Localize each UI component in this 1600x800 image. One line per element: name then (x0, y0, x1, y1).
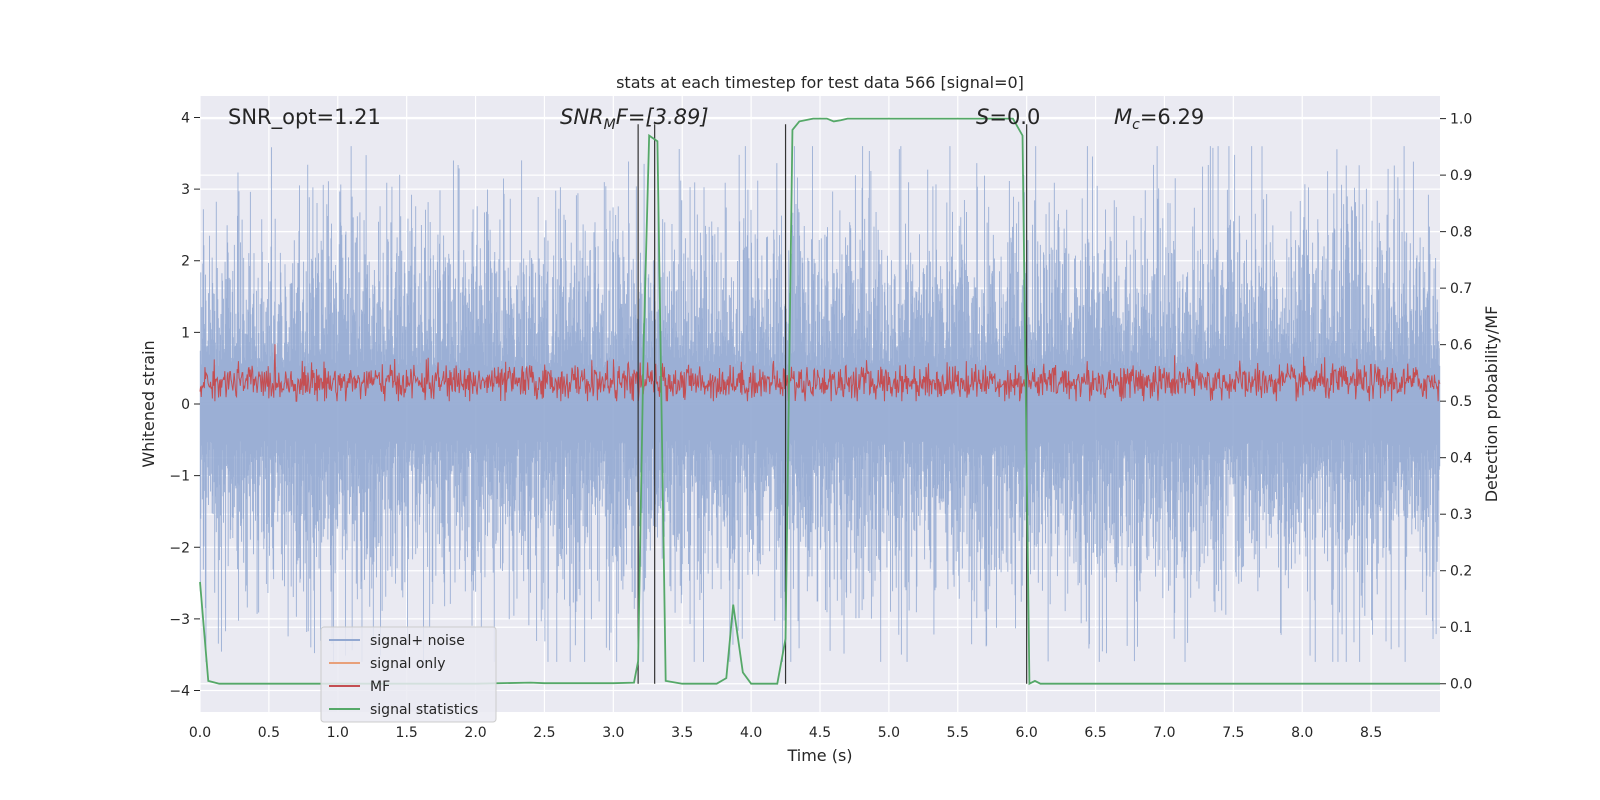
y-axis-label-left: Whitened strain (139, 340, 158, 467)
y-axis-label-right: Detection probability/MF (1482, 306, 1501, 503)
mf-line (199, 344, 1441, 402)
annotation-s: S=0.0 (976, 105, 1040, 129)
x-tick-label: 2.5 (533, 725, 555, 741)
annotation-s-rest: =0.0 (989, 105, 1040, 129)
y-tick-label-left: −2 (169, 540, 190, 556)
legend-box (320, 626, 497, 723)
x-tick-label: 6.0 (1016, 725, 1038, 741)
signal-statistics-line (199, 117, 1440, 686)
annotation-snr-mf-sub: M (604, 117, 616, 133)
annotation-mc-main: M (1114, 105, 1132, 129)
x-tick-label: 1.0 (327, 725, 349, 741)
x-tick-label: 8.5 (1360, 725, 1382, 741)
x-tick-label: 3.0 (602, 725, 624, 741)
x-tick-label: 5.5 (947, 725, 969, 741)
y-tick-label-right: 0.8 (1450, 225, 1472, 241)
x-tick-label: 4.0 (740, 725, 762, 741)
x-tick-label: 0.0 (189, 725, 211, 741)
y-ticks-right: 1.0 0.9 0.8 0.7 0.6 0.5 0.4 0.3 0.2 0.1 0.0 (1440, 112, 1472, 693)
mf-series (199, 344, 1441, 402)
x-tick-label: 1.5 (396, 725, 418, 741)
x-tick-label: 2.0 (464, 725, 486, 741)
annotation-mc: Mc=6.29 (1114, 105, 1204, 133)
annotation-snr-mf: SNRMF=[3.89] (560, 105, 709, 133)
x-axis-label: Time (s) (786, 746, 852, 765)
legend: signal+ noise signal only MF signal stat… (320, 626, 497, 723)
y-tick-label-left: 0 (181, 397, 190, 413)
y-tick-label-right: 0.5 (1450, 394, 1472, 410)
x-tick-label: 8.0 (1291, 725, 1313, 741)
signal-statistics-series (199, 117, 1440, 686)
y-tick-label-right: 0.2 (1450, 564, 1472, 580)
annotation-mc-rest: =6.29 (1140, 105, 1204, 129)
y-tick-label-left: −1 (169, 469, 190, 485)
y-tick-label-left: 1 (181, 325, 190, 341)
x-tick-label: 7.0 (1153, 725, 1175, 741)
y-tick-label-left: 3 (181, 182, 190, 198)
chart-title: stats at each timestep for test data 566… (616, 73, 1024, 92)
y-tick-label-right: 0.3 (1450, 507, 1472, 523)
y-tick-label-left: 4 (181, 110, 190, 126)
legend-label-mf: MF (370, 679, 390, 695)
x-ticks: 0.0 0.5 1.0 1.5 2.0 2.5 3.0 3.5 4.0 4.5 5.0 5.5 6.0 6… (189, 725, 1382, 741)
annotation-s-italic: S (976, 105, 989, 129)
annotation-snr-mf-main: SNR (560, 105, 604, 129)
x-tick-label: 5.0 (878, 725, 900, 741)
legend-label-signal-only: signal only (370, 656, 445, 672)
x-tick-label: 7.5 (1222, 725, 1244, 741)
y-tick-label-left: −4 (169, 684, 190, 700)
y-tick-label-right: 0.0 (1450, 677, 1472, 693)
y-tick-label-left: −3 (169, 612, 190, 628)
y-tick-label-right: 0.6 (1450, 338, 1472, 354)
annotation-snr-mf-rest: F=[3.89] (616, 105, 709, 129)
x-tick-label: 0.5 (258, 725, 280, 741)
legend-label-signal-statistics: signal statistics (370, 702, 478, 718)
legend-label-signal-noise: signal+ noise (370, 633, 465, 649)
y-tick-label-right: 0.7 (1450, 281, 1472, 297)
y-ticks-left: 4 3 2 1 0 −1 −2 −3 −4 (169, 110, 200, 700)
y-tick-label-right: 1.0 (1450, 112, 1472, 128)
y-tick-label-left: 2 (181, 254, 190, 270)
x-tick-label: 6.5 (1084, 725, 1106, 741)
y-tick-label-right: 0.4 (1450, 451, 1472, 467)
y-tick-label-right: 0.9 (1450, 168, 1472, 184)
x-tick-label: 4.5 (809, 725, 831, 741)
annotation-snr-opt: SNR_opt=1.21 (228, 105, 381, 130)
x-tick-label: 3.5 (671, 725, 693, 741)
annotation-mc-sub: c (1132, 117, 1140, 133)
y-tick-label-right: 0.1 (1450, 620, 1472, 636)
